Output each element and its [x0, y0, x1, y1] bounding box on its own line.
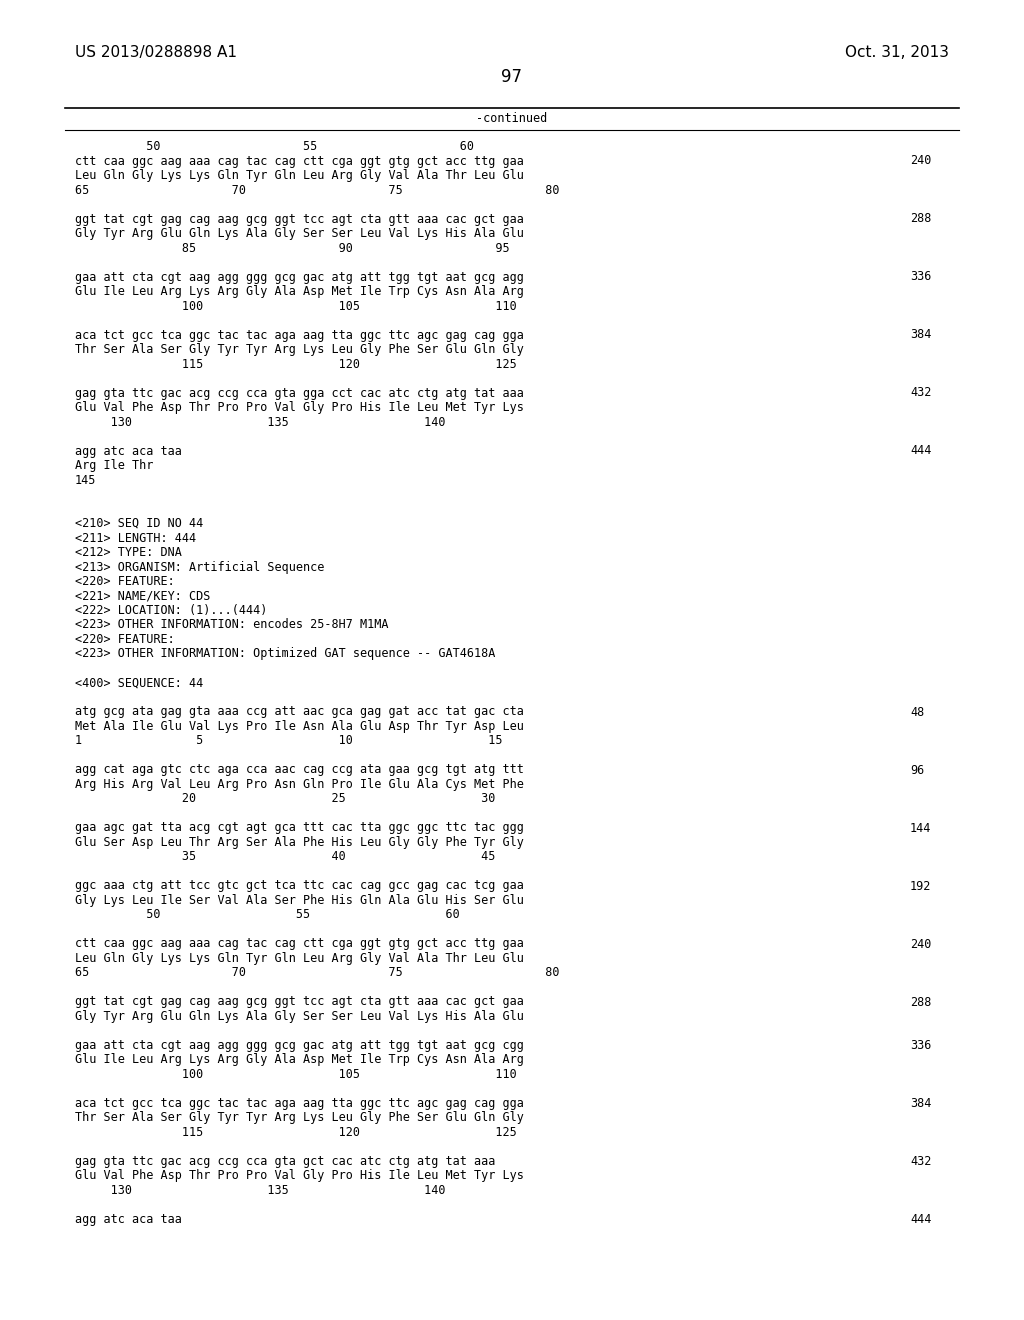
- Text: Met Ala Ile Glu Val Lys Pro Ile Asn Ala Glu Asp Thr Tyr Asp Leu: Met Ala Ile Glu Val Lys Pro Ile Asn Ala …: [75, 719, 524, 733]
- Text: 20                   25                   30: 20 25 30: [75, 792, 496, 805]
- Text: ggc aaa ctg att tcc gtc gct tca ttc cac cag gcc gag cac tcg gaa: ggc aaa ctg att tcc gtc gct tca ttc cac …: [75, 879, 524, 892]
- Text: 1                5                   10                   15: 1 5 10 15: [75, 734, 503, 747]
- Text: Glu Ser Asp Leu Thr Arg Ser Ala Phe His Leu Gly Gly Phe Tyr Gly: Glu Ser Asp Leu Thr Arg Ser Ala Phe His …: [75, 836, 524, 849]
- Text: aca tct gcc tca ggc tac tac aga aag tta ggc ttc agc gag cag gga: aca tct gcc tca ggc tac tac aga aag tta …: [75, 329, 524, 342]
- Text: atg gcg ata gag gta aaa ccg att aac gca gag gat acc tat gac cta: atg gcg ata gag gta aaa ccg att aac gca …: [75, 705, 524, 718]
- Text: Oct. 31, 2013: Oct. 31, 2013: [845, 45, 949, 59]
- Text: 130                   135                   140: 130 135 140: [75, 1184, 445, 1197]
- Text: 288: 288: [910, 213, 932, 226]
- Text: 97: 97: [502, 69, 522, 86]
- Text: Glu Ile Leu Arg Lys Arg Gly Ala Asp Met Ile Trp Cys Asn Ala Arg: Glu Ile Leu Arg Lys Arg Gly Ala Asp Met …: [75, 1053, 524, 1067]
- Text: Leu Gln Gly Lys Lys Gln Tyr Gln Leu Arg Gly Val Ala Thr Leu Glu: Leu Gln Gly Lys Lys Gln Tyr Gln Leu Arg …: [75, 169, 524, 182]
- Text: <211> LENGTH: 444: <211> LENGTH: 444: [75, 532, 197, 544]
- Text: ggt tat cgt gag cag aag gcg ggt tcc agt cta gtt aaa cac gct gaa: ggt tat cgt gag cag aag gcg ggt tcc agt …: [75, 995, 524, 1008]
- Text: Gly Tyr Arg Glu Gln Lys Ala Gly Ser Ser Leu Val Lys His Ala Glu: Gly Tyr Arg Glu Gln Lys Ala Gly Ser Ser …: [75, 1010, 524, 1023]
- Text: 192: 192: [910, 879, 932, 892]
- Text: 50                   55                   60: 50 55 60: [75, 908, 460, 921]
- Text: 336: 336: [910, 1039, 932, 1052]
- Text: 35                   40                   45: 35 40 45: [75, 850, 496, 863]
- Text: 145: 145: [75, 474, 96, 487]
- Text: 65                    70                    75                    80: 65 70 75 80: [75, 966, 559, 979]
- Text: 65                    70                    75                    80: 65 70 75 80: [75, 183, 559, 197]
- Text: 96: 96: [910, 763, 925, 776]
- Text: 130                   135                   140: 130 135 140: [75, 416, 445, 429]
- Text: 115                   120                   125: 115 120 125: [75, 1126, 517, 1139]
- Text: -continued: -continued: [476, 112, 548, 125]
- Text: Gly Lys Leu Ile Ser Val Ala Ser Phe His Gln Ala Glu His Ser Glu: Gly Lys Leu Ile Ser Val Ala Ser Phe His …: [75, 894, 524, 907]
- Text: agg atc aca taa: agg atc aca taa: [75, 445, 182, 458]
- Text: Glu Ile Leu Arg Lys Arg Gly Ala Asp Met Ile Trp Cys Asn Ala Arg: Glu Ile Leu Arg Lys Arg Gly Ala Asp Met …: [75, 285, 524, 298]
- Text: 115                   120                   125: 115 120 125: [75, 358, 517, 371]
- Text: <220> FEATURE:: <220> FEATURE:: [75, 634, 175, 645]
- Text: Arg Ile Thr: Arg Ile Thr: [75, 459, 154, 473]
- Text: Thr Ser Ala Ser Gly Tyr Tyr Arg Lys Leu Gly Phe Ser Glu Gln Gly: Thr Ser Ala Ser Gly Tyr Tyr Arg Lys Leu …: [75, 1111, 524, 1125]
- Text: 384: 384: [910, 329, 932, 342]
- Text: 144: 144: [910, 821, 932, 834]
- Text: <210> SEQ ID NO 44: <210> SEQ ID NO 44: [75, 517, 203, 531]
- Text: 100                   105                   110: 100 105 110: [75, 1068, 517, 1081]
- Text: ctt caa ggc aag aaa cag tac cag ctt cga ggt gtg gct acc ttg gaa: ctt caa ggc aag aaa cag tac cag ctt cga …: [75, 154, 524, 168]
- Text: 384: 384: [910, 1097, 932, 1110]
- Text: 240: 240: [910, 937, 932, 950]
- Text: 444: 444: [910, 1213, 932, 1226]
- Text: <222> LOCATION: (1)...(444): <222> LOCATION: (1)...(444): [75, 605, 267, 616]
- Text: agg cat aga gtc ctc aga cca aac cag ccg ata gaa gcg tgt atg ttt: agg cat aga gtc ctc aga cca aac cag ccg …: [75, 763, 524, 776]
- Text: 100                   105                   110: 100 105 110: [75, 300, 517, 313]
- Text: <220> FEATURE:: <220> FEATURE:: [75, 576, 175, 587]
- Text: agg atc aca taa: agg atc aca taa: [75, 1213, 182, 1226]
- Text: Gly Tyr Arg Glu Gln Lys Ala Gly Ser Ser Leu Val Lys His Ala Glu: Gly Tyr Arg Glu Gln Lys Ala Gly Ser Ser …: [75, 227, 524, 240]
- Text: <221> NAME/KEY: CDS: <221> NAME/KEY: CDS: [75, 590, 210, 602]
- Text: 336: 336: [910, 271, 932, 284]
- Text: 444: 444: [910, 445, 932, 458]
- Text: gaa att cta cgt aag agg ggg gcg gac atg att tgg tgt aat gcg cgg: gaa att cta cgt aag agg ggg gcg gac atg …: [75, 1039, 524, 1052]
- Text: <213> ORGANISM: Artificial Sequence: <213> ORGANISM: Artificial Sequence: [75, 561, 325, 573]
- Text: Glu Val Phe Asp Thr Pro Pro Val Gly Pro His Ile Leu Met Tyr Lys: Glu Val Phe Asp Thr Pro Pro Val Gly Pro …: [75, 1170, 524, 1183]
- Text: US 2013/0288898 A1: US 2013/0288898 A1: [75, 45, 237, 59]
- Text: ggt tat cgt gag cag aag gcg ggt tcc agt cta gtt aaa cac gct gaa: ggt tat cgt gag cag aag gcg ggt tcc agt …: [75, 213, 524, 226]
- Text: Leu Gln Gly Lys Lys Gln Tyr Gln Leu Arg Gly Val Ala Thr Leu Glu: Leu Gln Gly Lys Lys Gln Tyr Gln Leu Arg …: [75, 952, 524, 965]
- Text: 50                    55                    60: 50 55 60: [75, 140, 474, 153]
- Text: gag gta ttc gac acg ccg cca gta gct cac atc ctg atg tat aaa: gag gta ttc gac acg ccg cca gta gct cac …: [75, 1155, 496, 1168]
- Text: <400> SEQUENCE: 44: <400> SEQUENCE: 44: [75, 676, 203, 689]
- Text: 288: 288: [910, 995, 932, 1008]
- Text: <223> OTHER INFORMATION: encodes 25-8H7 M1MA: <223> OTHER INFORMATION: encodes 25-8H7 …: [75, 619, 388, 631]
- Text: gag gta ttc gac acg ccg cca gta gga cct cac atc ctg atg tat aaa: gag gta ttc gac acg ccg cca gta gga cct …: [75, 387, 524, 400]
- Text: 240: 240: [910, 154, 932, 168]
- Text: 85                    90                    95: 85 90 95: [75, 242, 510, 255]
- Text: 48: 48: [910, 705, 925, 718]
- Text: Glu Val Phe Asp Thr Pro Pro Val Gly Pro His Ile Leu Met Tyr Lys: Glu Val Phe Asp Thr Pro Pro Val Gly Pro …: [75, 401, 524, 414]
- Text: gaa agc gat tta acg cgt agt gca ttt cac tta ggc ggc ttc tac ggg: gaa agc gat tta acg cgt agt gca ttt cac …: [75, 821, 524, 834]
- Text: Arg His Arg Val Leu Arg Pro Asn Gln Pro Ile Glu Ala Cys Met Phe: Arg His Arg Val Leu Arg Pro Asn Gln Pro …: [75, 777, 524, 791]
- Text: gaa att cta cgt aag agg ggg gcg gac atg att tgg tgt aat gcg agg: gaa att cta cgt aag agg ggg gcg gac atg …: [75, 271, 524, 284]
- Text: 432: 432: [910, 387, 932, 400]
- Text: 432: 432: [910, 1155, 932, 1168]
- Text: aca tct gcc tca ggc tac tac aga aag tta ggc ttc agc gag cag gga: aca tct gcc tca ggc tac tac aga aag tta …: [75, 1097, 524, 1110]
- Text: Thr Ser Ala Ser Gly Tyr Tyr Arg Lys Leu Gly Phe Ser Glu Gln Gly: Thr Ser Ala Ser Gly Tyr Tyr Arg Lys Leu …: [75, 343, 524, 356]
- Text: ctt caa ggc aag aaa cag tac cag ctt cga ggt gtg gct acc ttg gaa: ctt caa ggc aag aaa cag tac cag ctt cga …: [75, 937, 524, 950]
- Text: <223> OTHER INFORMATION: Optimized GAT sequence -- GAT4618A: <223> OTHER INFORMATION: Optimized GAT s…: [75, 648, 496, 660]
- Text: <212> TYPE: DNA: <212> TYPE: DNA: [75, 546, 182, 558]
